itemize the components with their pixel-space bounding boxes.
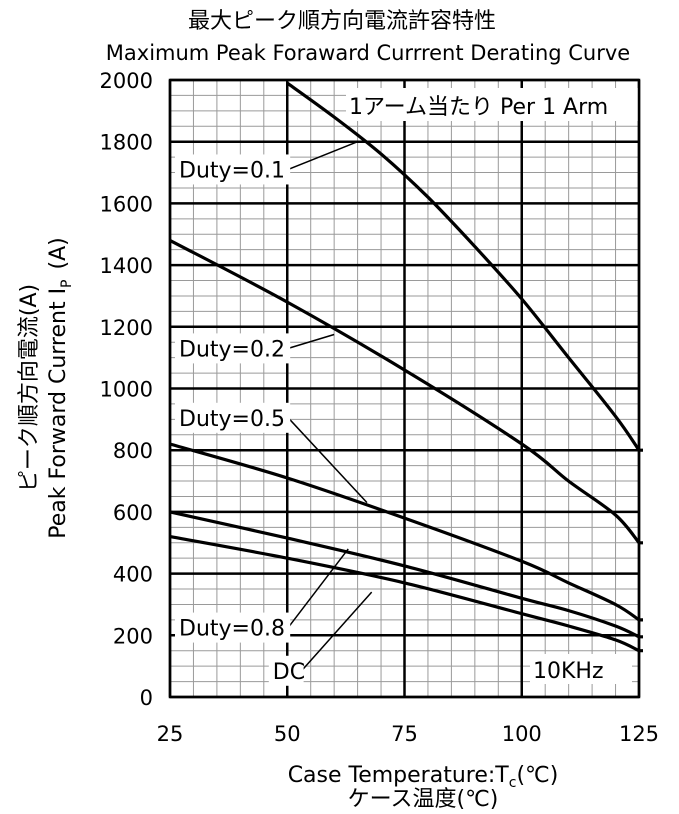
- y-tick-label: 1600: [100, 192, 153, 216]
- y-tick-label: 200: [113, 624, 153, 648]
- y-tick-label: 2000: [100, 69, 153, 93]
- y-tick-label: 0: [140, 686, 153, 710]
- y-tick-label: 400: [113, 563, 153, 587]
- x-tick-label: 125: [619, 722, 659, 746]
- x-tick-label: 100: [502, 722, 542, 746]
- series-line: [286, 81, 643, 452]
- series-label: Duty=0.1: [179, 158, 285, 183]
- frequency-annotation: 10KHz: [533, 659, 604, 684]
- y-axis-label-en-main: Peak Forward Current I: [46, 288, 71, 539]
- label-leader-line: [287, 333, 335, 350]
- series-label-box: [175, 154, 291, 185]
- series-label-box: [268, 655, 304, 686]
- series-label-box: [175, 333, 291, 364]
- plot-frame: [168, 78, 641, 699]
- y-tick-label: 600: [113, 501, 153, 525]
- series-label: DC: [273, 660, 305, 685]
- y-axis-label-jp: ピーク順方向電流(A): [17, 284, 42, 492]
- chart-subtitle: Maximum Peak Foraward Currrent Derating …: [106, 41, 630, 65]
- frequency-annotation-box: [530, 654, 632, 684]
- series-line: [169, 535, 643, 653]
- label-leader-line: [301, 591, 373, 672]
- x-tick-label: 25: [157, 722, 184, 746]
- series-labels: Duty=0.1 Duty=0.2 Duty=0.5 Duty=0.8 DC: [175, 154, 305, 686]
- x-tick-label: 75: [391, 722, 418, 746]
- y-tick-label: 1400: [100, 254, 153, 278]
- label-leader-line: [287, 417, 368, 504]
- x-axis-label-en: Case Temperature:Tc(℃): [288, 763, 559, 791]
- label-leaders: [287, 141, 373, 672]
- x-axis-label-jp: ケース温度(℃): [348, 787, 499, 812]
- y-tick-label: 1000: [100, 378, 153, 402]
- x-axis-label-en-main: Case Temperature:T: [288, 763, 510, 788]
- series-label-box: [175, 402, 291, 433]
- x-tick-label: 50: [274, 722, 301, 746]
- y-tick-labels: 0 200 400 600 800 1000 1200 1400 1600 1800 2000: [100, 69, 153, 710]
- series-label: Duty=0.2: [179, 337, 285, 362]
- y-tick-label: 1200: [100, 316, 153, 340]
- y-tick-label: 800: [113, 439, 153, 463]
- series-label: Duty=0.5: [179, 407, 285, 432]
- series-label: Duty=0.8: [179, 617, 285, 642]
- y-axis-label-unit: (A): [46, 237, 71, 269]
- series-line: [169, 510, 643, 639]
- arm-annotation-box: [346, 88, 639, 121]
- x-axis-label-en-sub: c: [509, 775, 517, 791]
- series-line: [169, 238, 643, 545]
- series-line: [169, 442, 643, 622]
- series-lines: [169, 81, 643, 653]
- chart-title: 最大ピーク順方向電流許容特性: [188, 9, 496, 34]
- label-leader-line: [287, 141, 358, 171]
- y-axis-label-en-sub: P: [59, 279, 75, 287]
- x-tick-labels: 25 50 75 100 125: [157, 722, 659, 746]
- label-leader-line: [287, 548, 349, 629]
- y-axis-label-en: Peak Forward Current IP (A): [46, 237, 75, 538]
- arm-annotation: 1アーム当たり Per 1 Arm: [349, 95, 608, 120]
- x-axis-label-unit: (℃): [516, 763, 558, 788]
- y-tick-label: 1800: [100, 131, 153, 155]
- series-label-box: [175, 612, 291, 643]
